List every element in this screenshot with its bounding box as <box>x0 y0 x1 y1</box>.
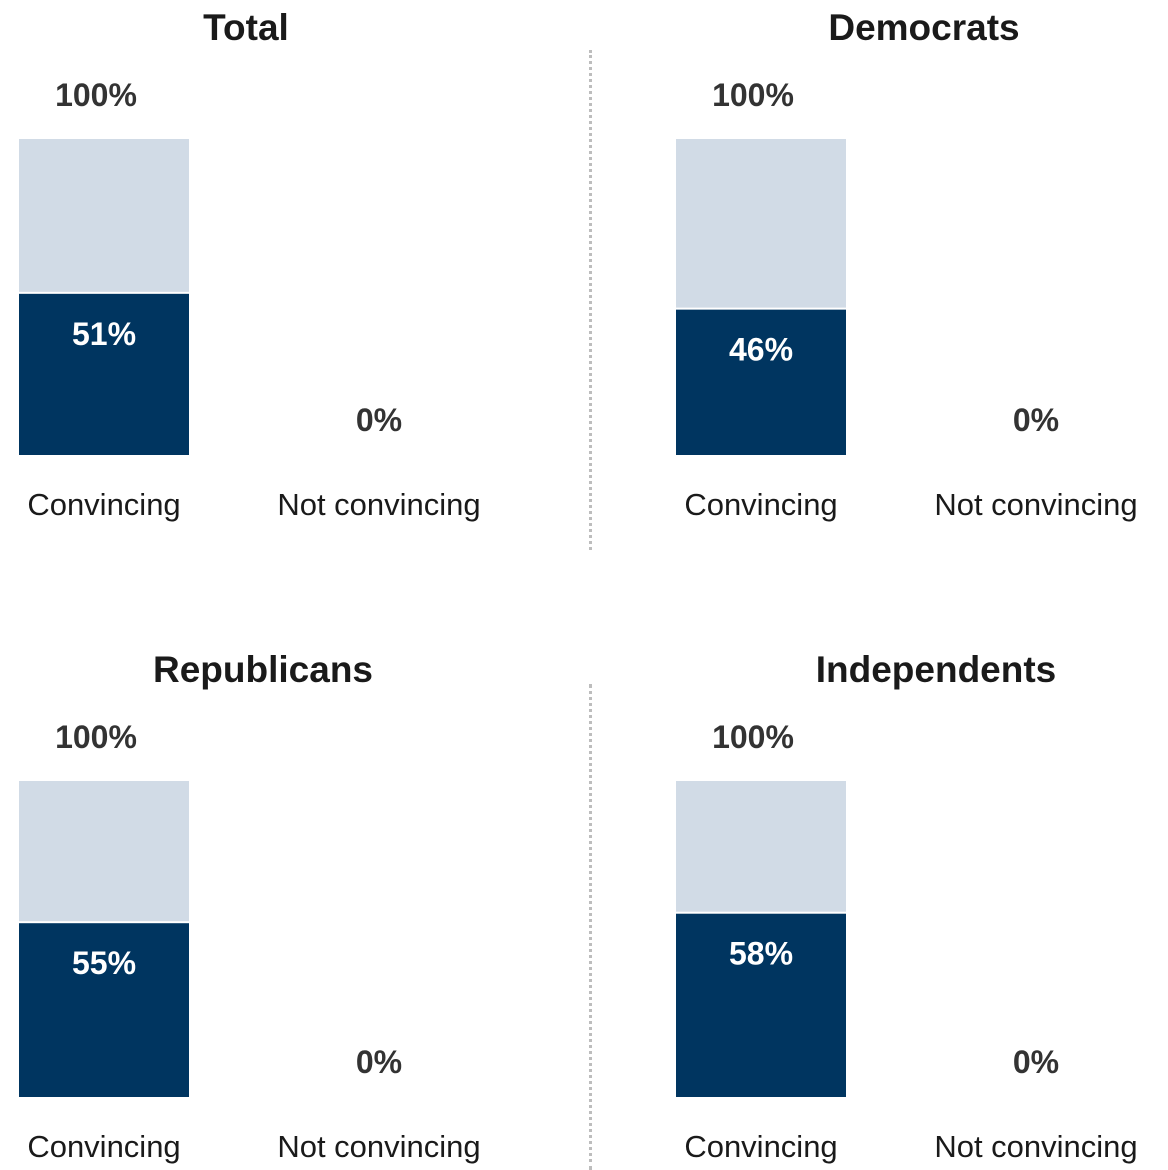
data-label-republicans-not-convincing: 0% <box>356 1044 402 1080</box>
category-label-republicans-not-convincing: Not convincing <box>277 1129 480 1164</box>
data-label-total-convincing: 51% <box>72 316 136 352</box>
category-label-independents-convincing: Convincing <box>684 1129 837 1164</box>
bar-democrats-convincing <box>676 309 846 455</box>
data-label-independents-not-convincing: 0% <box>1013 1044 1059 1080</box>
bar-remainder-democrats-convincing <box>676 139 846 308</box>
chart-title-total: Total <box>203 7 289 48</box>
panel-divider-top <box>589 50 592 550</box>
chart-title-democrats: Democrats <box>828 7 1019 48</box>
chart-title-republicans: Republicans <box>153 649 373 690</box>
data-label-democrats-not-convincing: 0% <box>1013 402 1059 438</box>
data-label-total-not-convincing: 0% <box>356 402 402 438</box>
panel-divider-bottom <box>589 684 592 1170</box>
category-label-democrats-convincing: Convincing <box>684 487 837 522</box>
chart-title-independents: Independents <box>816 649 1057 690</box>
bar-remainder-republicans-convincing <box>19 781 189 922</box>
bar-remainder-total-convincing <box>19 139 189 292</box>
category-label-independents-not-convincing: Not convincing <box>934 1129 1137 1164</box>
category-label-democrats-not-convincing: Not convincing <box>934 487 1137 522</box>
data-label-independents-convincing: 58% <box>729 936 793 972</box>
data-label-democrats-convincing: 46% <box>729 332 793 368</box>
bar-independents-convincing <box>676 913 846 1097</box>
category-label-total-not-convincing: Not convincing <box>277 487 480 522</box>
category-label-republicans-convincing: Convincing <box>27 1129 180 1164</box>
total-label-total: 100% <box>55 77 137 113</box>
bar-total-convincing <box>19 293 189 455</box>
data-label-republicans-convincing: 55% <box>72 945 136 981</box>
bar-remainder-independents-convincing <box>676 781 846 912</box>
total-label-republicans: 100% <box>55 719 137 755</box>
total-label-democrats: 100% <box>712 77 794 113</box>
total-label-independents: 100% <box>712 719 794 755</box>
category-label-total-convincing: Convincing <box>27 487 180 522</box>
bar-republicans-convincing <box>19 923 189 1097</box>
